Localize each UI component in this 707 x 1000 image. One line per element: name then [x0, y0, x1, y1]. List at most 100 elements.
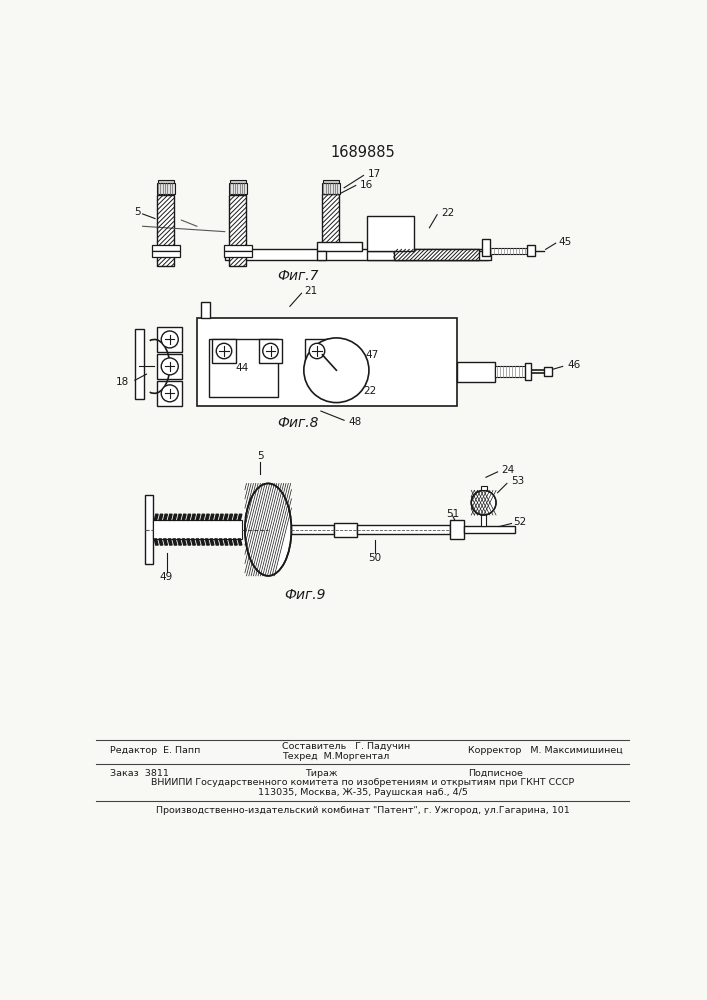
Text: Корректор   М. Максимишинец: Корректор М. Максимишинец	[468, 746, 623, 755]
Polygon shape	[158, 180, 174, 183]
Polygon shape	[224, 245, 252, 251]
Text: 1689885: 1689885	[330, 145, 395, 160]
Polygon shape	[464, 526, 515, 533]
Text: 17: 17	[368, 169, 380, 179]
Polygon shape	[159, 514, 163, 520]
Polygon shape	[212, 339, 235, 363]
Polygon shape	[173, 539, 177, 545]
Polygon shape	[323, 180, 339, 183]
Text: 47: 47	[366, 350, 379, 360]
Polygon shape	[182, 514, 186, 520]
Polygon shape	[495, 366, 526, 377]
Polygon shape	[206, 539, 209, 545]
Polygon shape	[192, 539, 195, 545]
Polygon shape	[291, 525, 334, 534]
Polygon shape	[238, 539, 242, 545]
Text: 52: 52	[513, 517, 526, 527]
Polygon shape	[228, 514, 233, 520]
Polygon shape	[177, 514, 182, 520]
Polygon shape	[233, 539, 237, 545]
Polygon shape	[368, 251, 491, 260]
Polygon shape	[158, 195, 175, 247]
Polygon shape	[168, 539, 172, 545]
Polygon shape	[219, 514, 223, 520]
Polygon shape	[224, 251, 252, 257]
Polygon shape	[334, 523, 357, 537]
Polygon shape	[152, 245, 180, 251]
Text: Фиг.9: Фиг.9	[285, 588, 326, 602]
Text: Техред  М.Моргентал: Техред М.Моргентал	[282, 752, 390, 761]
Polygon shape	[228, 539, 233, 545]
Polygon shape	[230, 251, 247, 266]
Text: 53: 53	[510, 476, 524, 486]
Text: Фиг.8: Фиг.8	[277, 416, 318, 430]
Text: 51: 51	[446, 509, 460, 519]
Text: 5: 5	[257, 451, 264, 461]
Polygon shape	[192, 514, 195, 520]
Polygon shape	[228, 183, 247, 194]
Text: Составитель   Г. Падучин: Составитель Г. Падучин	[282, 742, 410, 751]
Polygon shape	[394, 249, 479, 260]
Polygon shape	[219, 539, 223, 545]
Circle shape	[263, 343, 279, 359]
Polygon shape	[225, 249, 489, 260]
Polygon shape	[197, 318, 457, 406]
Polygon shape	[158, 354, 182, 379]
Polygon shape	[163, 539, 168, 545]
Polygon shape	[177, 539, 182, 545]
Polygon shape	[153, 520, 242, 539]
Circle shape	[472, 490, 496, 515]
Text: 45: 45	[559, 237, 572, 247]
Text: Тираж: Тираж	[305, 769, 338, 778]
Polygon shape	[317, 251, 327, 260]
Polygon shape	[135, 329, 144, 399]
Circle shape	[216, 343, 232, 359]
Polygon shape	[233, 514, 237, 520]
Polygon shape	[230, 180, 246, 183]
Text: 113035, Москва, Ж-35, Раушская наб., 4/5: 113035, Москва, Ж-35, Раушская наб., 4/5	[258, 788, 467, 797]
Polygon shape	[154, 514, 158, 520]
Polygon shape	[187, 539, 191, 545]
Text: 21: 21	[304, 286, 317, 296]
Text: 5: 5	[134, 207, 141, 217]
Text: Производственно-издательский комбинат "Патент", г. Ужгород, ул.Гагарина, 101: Производственно-издательский комбинат "П…	[156, 806, 570, 815]
Polygon shape	[305, 339, 329, 363]
Text: 50: 50	[368, 553, 382, 563]
Polygon shape	[481, 486, 486, 490]
Polygon shape	[481, 504, 486, 526]
Polygon shape	[230, 195, 247, 247]
Polygon shape	[201, 514, 204, 520]
Polygon shape	[527, 245, 534, 256]
Text: 18: 18	[115, 377, 129, 387]
Polygon shape	[215, 539, 218, 545]
Polygon shape	[163, 514, 168, 520]
Text: 22: 22	[441, 208, 455, 218]
Polygon shape	[206, 514, 209, 520]
Polygon shape	[154, 539, 158, 545]
Text: Подписное: Подписное	[468, 769, 523, 778]
Circle shape	[161, 331, 178, 348]
Polygon shape	[259, 339, 282, 363]
Circle shape	[161, 358, 178, 375]
Polygon shape	[158, 381, 182, 406]
Polygon shape	[196, 539, 200, 545]
Polygon shape	[215, 514, 218, 520]
Polygon shape	[450, 520, 464, 539]
Polygon shape	[238, 514, 242, 520]
Text: ВНИИПИ Государственного комитета по изобретениям и открытиям при ГКНТ СССР: ВНИИПИ Государственного комитета по изоб…	[151, 778, 574, 787]
Polygon shape	[322, 194, 339, 243]
Polygon shape	[182, 539, 186, 545]
Polygon shape	[201, 539, 204, 545]
Text: 16: 16	[360, 180, 373, 190]
Polygon shape	[544, 367, 552, 376]
Text: Заказ  3811: Заказ 3811	[110, 769, 169, 778]
Text: Фиг.7: Фиг.7	[277, 269, 318, 283]
Polygon shape	[210, 514, 214, 520]
Circle shape	[304, 338, 369, 403]
Polygon shape	[317, 242, 362, 251]
Polygon shape	[168, 514, 172, 520]
Polygon shape	[173, 514, 177, 520]
Polygon shape	[482, 239, 490, 256]
Polygon shape	[209, 339, 279, 397]
Polygon shape	[368, 216, 414, 251]
